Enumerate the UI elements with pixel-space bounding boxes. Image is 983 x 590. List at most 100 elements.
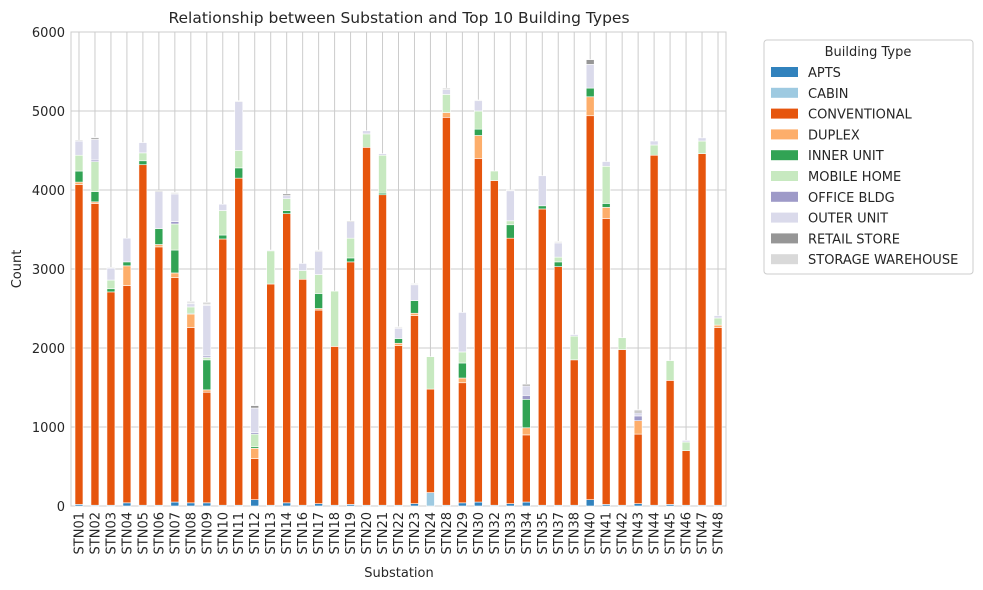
bar-segment [601, 166, 611, 204]
legend-label: CONVENTIONAL [808, 108, 912, 123]
bar-segment [394, 327, 403, 339]
bar-segment [569, 335, 579, 361]
bar-segment [410, 300, 419, 314]
bar-segment [202, 391, 212, 504]
bar-segment [713, 317, 723, 326]
bar-segment [266, 249, 275, 252]
bar-segment [106, 267, 116, 269]
bar-segment [553, 261, 563, 267]
legend-label: APTS [808, 66, 841, 81]
x-tick-label: STN43 [632, 512, 647, 554]
x-tick-label: STN10 [216, 512, 231, 554]
bar-segment [681, 450, 691, 506]
y-tick-label: 2000 [32, 342, 65, 357]
x-tick-label: STN02 [88, 512, 103, 554]
x-tick-label: STN47 [696, 512, 711, 554]
x-tick-label: STN16 [296, 512, 311, 554]
x-tick-label: STN12 [248, 512, 263, 554]
bar-segment [506, 190, 515, 222]
bar-segment [154, 191, 164, 230]
bar-segment [633, 433, 643, 504]
x-axis-title: Substation [364, 566, 433, 581]
bar-segment [298, 270, 307, 280]
x-tick-label: STN41 [600, 512, 615, 554]
y-tick-labels: 0 1000 2000 3000 4000 5000 6000 [32, 26, 65, 515]
bar-segment [154, 244, 164, 248]
x-tick-label: STN05 [136, 512, 151, 554]
bar-segment [474, 128, 483, 136]
bar-segment [250, 433, 260, 448]
x-tick-label: STN09 [200, 512, 215, 554]
bar-segment [458, 502, 467, 507]
bar-segment [250, 407, 260, 433]
legend-label: OFFICE BLDG [808, 191, 895, 206]
bar-segment [506, 189, 515, 192]
bar-segment [410, 284, 419, 301]
bar-segment [330, 346, 339, 506]
bar-segment [601, 161, 611, 167]
bar-segment [186, 502, 196, 507]
bar-segment [585, 87, 595, 98]
bar-segment [394, 342, 403, 346]
bar-segment [697, 153, 707, 506]
bar-segment [394, 326, 403, 328]
bar-segment [218, 234, 228, 240]
bar-segment [282, 198, 291, 211]
bar-segment [378, 194, 387, 506]
bar-segment [90, 139, 100, 161]
bar-segment [74, 140, 84, 156]
bar-segment [170, 193, 180, 222]
bar-segment [458, 377, 467, 384]
legend-label: RETAIL STORE [808, 232, 900, 247]
legend-label: DUPLEX [808, 128, 860, 143]
bar-segment [553, 256, 563, 263]
bars [74, 59, 723, 507]
bar-segment [90, 191, 100, 203]
bar-segment [681, 441, 691, 452]
x-tick-label: STN01 [72, 512, 87, 554]
bar-segment [506, 220, 515, 226]
bar-segment [394, 338, 403, 344]
bar-segment [298, 263, 307, 271]
bar-segment [170, 277, 180, 503]
bar-segment [186, 327, 196, 504]
bar-segment [202, 359, 212, 391]
bar-segment [633, 415, 643, 421]
bar-segment [282, 193, 291, 196]
legend-swatch [771, 191, 798, 202]
legend-swatch [771, 233, 798, 244]
bar-segment [234, 167, 244, 179]
bar-segment [585, 64, 595, 89]
bar-segment [537, 175, 547, 207]
bar-segment [697, 140, 707, 154]
bar-segment [122, 285, 132, 504]
bar-segment [474, 135, 483, 159]
bar-segment [553, 241, 563, 243]
bar-segment [154, 228, 164, 245]
bar-segment [362, 147, 371, 506]
bar-segment [506, 503, 515, 507]
bar-segment [522, 427, 531, 436]
bar-segment [170, 501, 180, 507]
bar-segment [154, 246, 164, 506]
bar-segment [537, 205, 547, 210]
bar-segment [522, 395, 531, 400]
bar-segment [506, 237, 515, 504]
bar-segment [186, 313, 196, 328]
bar-segment [138, 152, 148, 162]
bar-segment [474, 501, 483, 507]
bar-segment [617, 349, 627, 506]
legend-swatch [771, 129, 798, 140]
bar-segment [410, 312, 419, 316]
legend-swatch [771, 108, 798, 119]
legend-swatch [771, 67, 798, 77]
bar-segment [442, 94, 451, 113]
bar-segment [170, 272, 180, 278]
legend-swatch [771, 254, 798, 265]
x-tick-label: STN24 [424, 512, 439, 554]
bar-segment [474, 99, 483, 102]
legend-label: STORAGE WAREHOUSE [808, 253, 958, 268]
x-tick-label: STN46 [680, 512, 695, 554]
legend-title: Building Type [825, 45, 912, 60]
bar-segment [298, 278, 307, 506]
